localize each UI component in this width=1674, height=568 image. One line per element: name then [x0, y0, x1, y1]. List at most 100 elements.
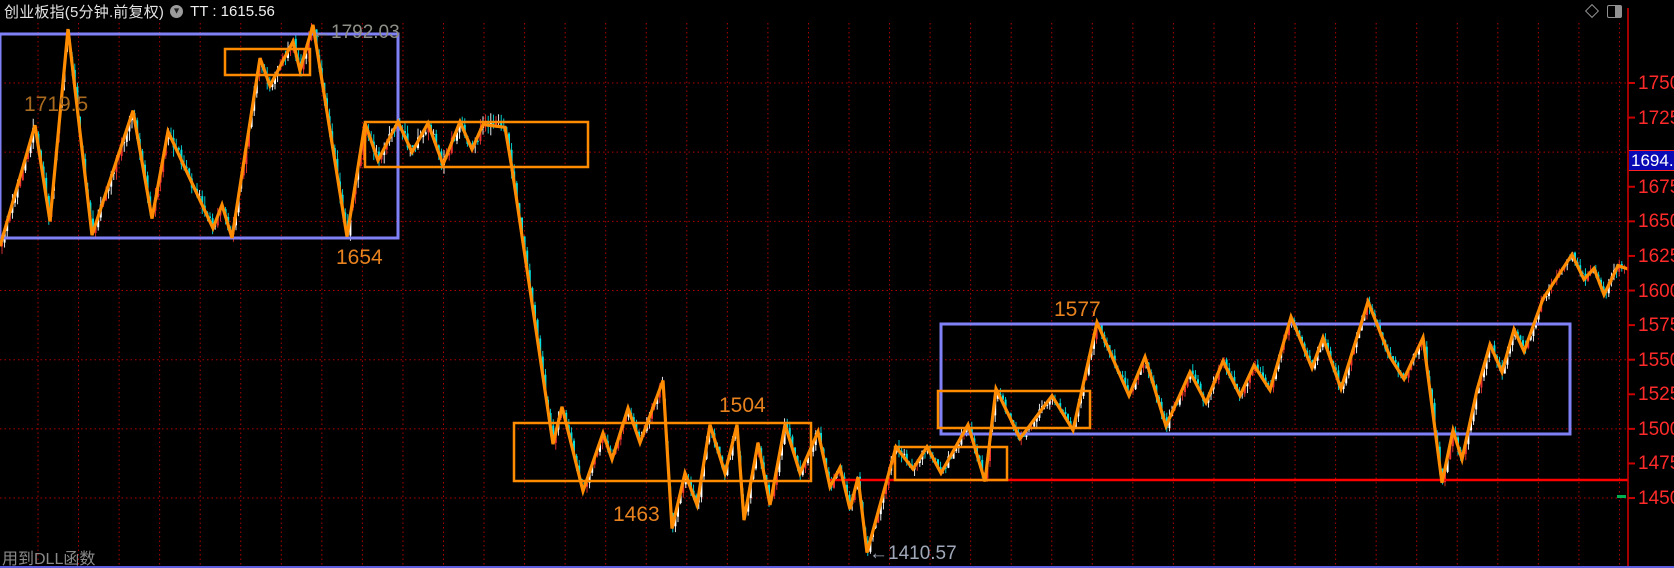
candle-body: [302, 58, 305, 70]
blue-zone-box: [939, 322, 1572, 436]
candle-body: [404, 131, 406, 134]
candle-body: [411, 145, 414, 148]
candle-body: [495, 122, 497, 126]
candle-body: [185, 166, 188, 169]
candle-body: [216, 215, 219, 226]
candle-body: [1264, 377, 1267, 383]
candle-body: [586, 482, 588, 487]
chevron-down-icon[interactable]: ▼: [170, 4, 184, 18]
candle-body: [1347, 365, 1350, 376]
candle-body: [362, 135, 365, 154]
instrument-title: 创业板指(5分钟.前复权): [4, 3, 165, 21]
candle-body: [349, 219, 352, 236]
candle-body: [1503, 364, 1506, 374]
candle-body: [1064, 411, 1067, 415]
candle-body: [934, 458, 937, 460]
candle-body: [1181, 392, 1184, 396]
candle-body: [1345, 375, 1348, 384]
candle-body: [1334, 367, 1337, 371]
candle-body: [1529, 335, 1532, 340]
candle-body: [383, 149, 386, 155]
candle-body: [1308, 355, 1311, 361]
candle-body: [1262, 372, 1264, 378]
candle-body: [1433, 402, 1436, 425]
chart-label: 1719.5: [24, 93, 89, 116]
candle-body: [778, 455, 781, 473]
blue-zone-box: [0, 32, 400, 240]
candle-body: [1602, 286, 1605, 292]
candle-body: [1121, 375, 1124, 378]
candle-body: [24, 159, 27, 171]
candle-body: [552, 425, 555, 444]
bottom-border: [0, 566, 1674, 568]
candle-body: [786, 423, 789, 429]
candle-body: [879, 502, 882, 515]
candle-body: [781, 444, 783, 456]
quote-value: TT : 1615.56: [190, 2, 275, 20]
candle-body: [500, 121, 503, 127]
candle-body: [1444, 471, 1446, 483]
orange-zone-box: [363, 120, 590, 169]
candle-body: [674, 516, 677, 527]
candle-body: [1067, 414, 1069, 422]
candle-body: [1184, 386, 1186, 393]
panel-toggle-icon[interactable]: [1607, 4, 1622, 18]
candle-body: [937, 459, 939, 468]
candle-body: [1545, 295, 1548, 298]
candle-body: [926, 451, 929, 453]
candle-body: [1126, 385, 1129, 391]
candle-body: [92, 218, 94, 233]
axis-tick-label: 1650: [1638, 211, 1674, 233]
candle-body: [877, 514, 880, 523]
candle-body: [903, 453, 906, 456]
last-price-marker: 1694.2: [1629, 150, 1674, 172]
candle-body: [1488, 349, 1491, 358]
green-level-tick: [1617, 495, 1626, 498]
candle-body: [492, 121, 495, 126]
candle-body: [1519, 335, 1522, 341]
candle-body: [422, 134, 425, 138]
chart-label: 1463: [613, 503, 660, 526]
axis-tick-label: 1450: [1638, 488, 1674, 510]
candle-body: [1449, 446, 1452, 460]
status-text: 用到DLL函数: [2, 551, 96, 568]
candle-body: [1249, 375, 1251, 383]
candle-body: [996, 393, 999, 399]
candle-body: [1483, 368, 1485, 378]
candle-body: [1033, 421, 1036, 427]
candle-body: [1321, 338, 1324, 348]
candle-body: [601, 435, 604, 443]
candle-body: [955, 448, 958, 452]
axis-tick-label: 1475: [1638, 453, 1674, 475]
candle-body: [177, 147, 180, 150]
candle-body: [1186, 379, 1189, 387]
candle-body: [775, 472, 778, 485]
candle-body: [788, 428, 791, 437]
candle-body: [791, 436, 794, 448]
chart-label: ←1792.03: [312, 22, 400, 43]
candle-body: [682, 484, 685, 493]
candle-body: [1243, 386, 1246, 394]
candle-body: [1587, 274, 1589, 281]
candle-body: [1197, 379, 1199, 384]
candle-body: [1194, 374, 1197, 380]
chart-label: ←1410.57: [869, 543, 957, 564]
candle-body: [599, 442, 601, 452]
candle-body: [435, 133, 438, 146]
axis-tick-label: 1675: [1638, 176, 1674, 198]
axis-tick-label: 1550: [1638, 349, 1674, 371]
candle-body: [125, 131, 128, 142]
candle-body: [1178, 395, 1181, 405]
candle-body: [1225, 359, 1228, 369]
diamond-icon[interactable]: [1584, 3, 1600, 19]
candle-body: [1246, 382, 1249, 387]
candle-body: [448, 152, 451, 156]
candle-body: [307, 40, 310, 54]
candle-body: [1314, 360, 1316, 369]
axis-tick-label: 1525: [1638, 384, 1674, 406]
candle-body: [94, 227, 97, 233]
candle-body: [905, 453, 908, 463]
candle-body: [1048, 398, 1051, 405]
